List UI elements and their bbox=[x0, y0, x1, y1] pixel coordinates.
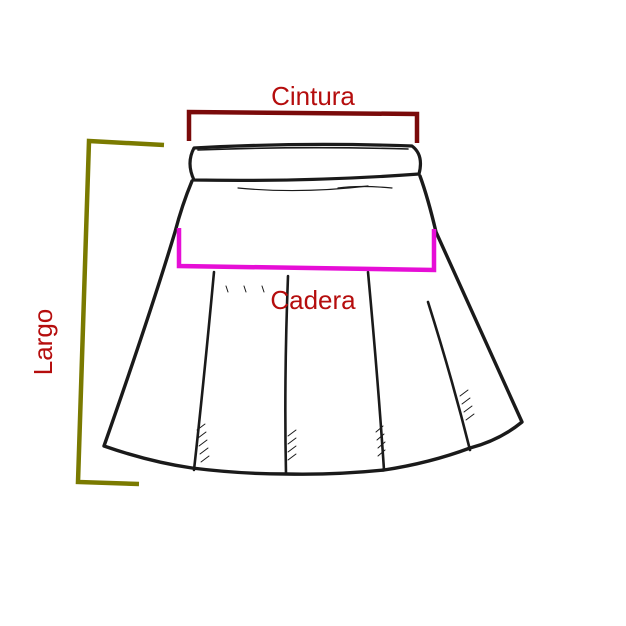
waistband bbox=[188, 142, 423, 192]
hip-label: Cadera bbox=[270, 285, 356, 315]
length-bracket-line bbox=[75, 138, 165, 487]
skirt-sketch bbox=[102, 142, 524, 476]
shading-hatches bbox=[196, 285, 475, 463]
waist-bracket-line bbox=[186, 109, 420, 143]
hip-measure: Cadera bbox=[176, 228, 437, 315]
length-label: Largo bbox=[28, 309, 58, 376]
waist-measure: Cintura bbox=[186, 81, 420, 143]
hip-bracket-line bbox=[176, 228, 437, 273]
length-measure: Largo bbox=[28, 138, 165, 487]
skirt-outline bbox=[102, 174, 524, 476]
pleat-lines bbox=[192, 270, 472, 476]
waist-label: Cintura bbox=[271, 81, 355, 111]
